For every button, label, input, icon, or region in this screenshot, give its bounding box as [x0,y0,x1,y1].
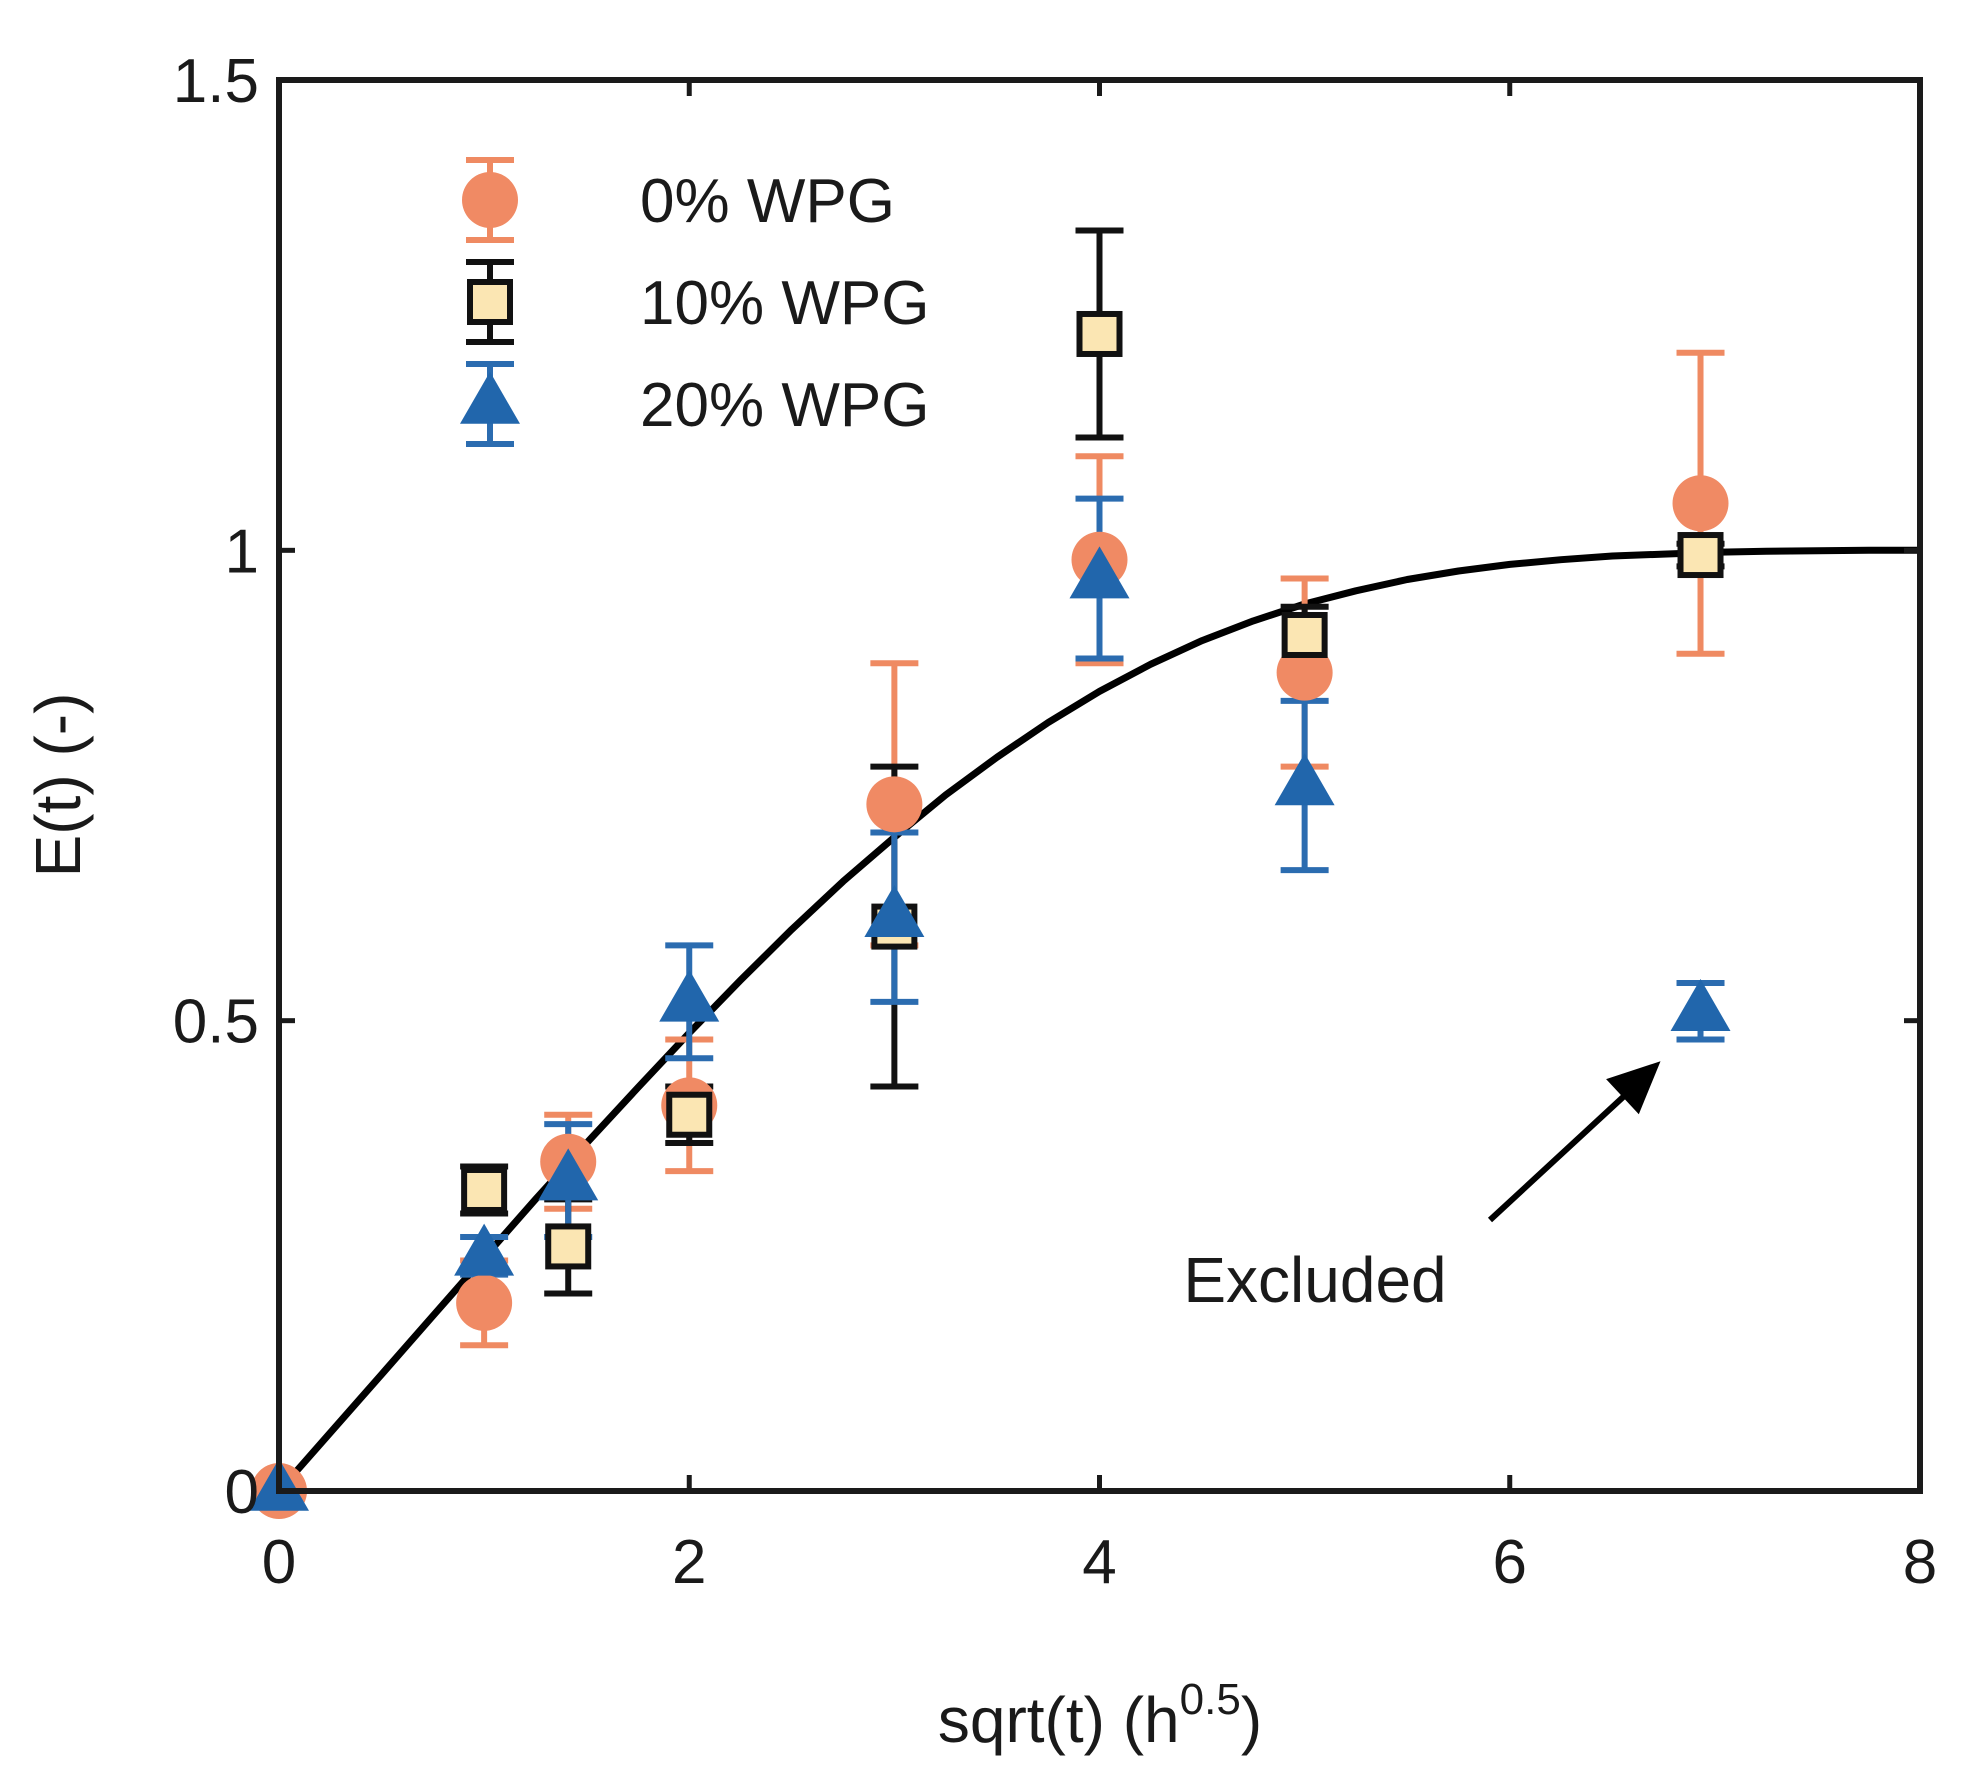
point-0-wpg [1276,644,1333,701]
x-tick-label: 6 [1493,1528,1527,1597]
annotation-label: Excluded [1183,1244,1446,1316]
annotation-layer: Excluded [1183,1061,1661,1316]
legend-marker [467,279,513,325]
annotation: Excluded [1183,1061,1661,1316]
point-20-wpg [1069,546,1130,599]
x-tick-label: 8 [1903,1528,1937,1597]
point-20-wpg [864,884,925,937]
x-axis-title-close: ) [1241,1684,1262,1756]
y-tick-label: 1 [225,517,259,586]
x-axis-title-main: sqrt(t) (h [938,1684,1180,1756]
y-tick-label: 0.5 [173,988,259,1057]
legend-marker [462,172,518,228]
point-0-wpg [866,776,923,833]
point-10-wpg [545,1223,592,1270]
point-0-wpg [456,1274,513,1331]
x-tick-label: 0 [262,1528,296,1597]
point-10-wpg [1677,532,1724,579]
legend-item: 10% WPG [466,259,929,345]
x-tick-label: 4 [1082,1528,1116,1597]
legend-item: 0% WPG [462,157,895,243]
y-tick-label: 1.5 [173,47,259,116]
legend-item: 20% WPG [460,361,929,447]
x-tick-label: 2 [672,1528,706,1597]
point-20-wpg [1274,753,1335,806]
point-0-wpg [1672,475,1729,532]
annotation-arrow-head [1606,1061,1661,1115]
point-20-wpg [454,1223,515,1276]
point-10-wpg [666,1091,713,1138]
point-20-wpg [1670,979,1731,1032]
legend-label: 0% WPG [640,167,895,236]
point-10-wpg [1281,611,1328,658]
legend: 0% WPG 10% WPG 20% WPG [460,157,929,447]
point-20-wpg [659,969,720,1022]
tick-layer: 0 2 4 6 8 0 0.5 1 1.5 [173,47,1937,1597]
x-axis-title: sqrt(t) (h0.5) [938,1675,1262,1756]
point-10-wpg [461,1166,508,1213]
point-20-wpg [538,1148,599,1201]
y-tick-label: 0 [225,1458,259,1527]
x-axis-title-superscript: 0.5 [1180,1675,1241,1724]
marker-layer [249,310,1731,1519]
y-axis-title: E(t) (-) [22,693,94,878]
point-10-wpg [1076,310,1123,357]
annotation-arrow-line [1487,1075,1647,1223]
legend-label: 20% WPG [640,371,929,440]
legend-label: 10% WPG [640,269,929,338]
legend-marker [460,371,520,424]
